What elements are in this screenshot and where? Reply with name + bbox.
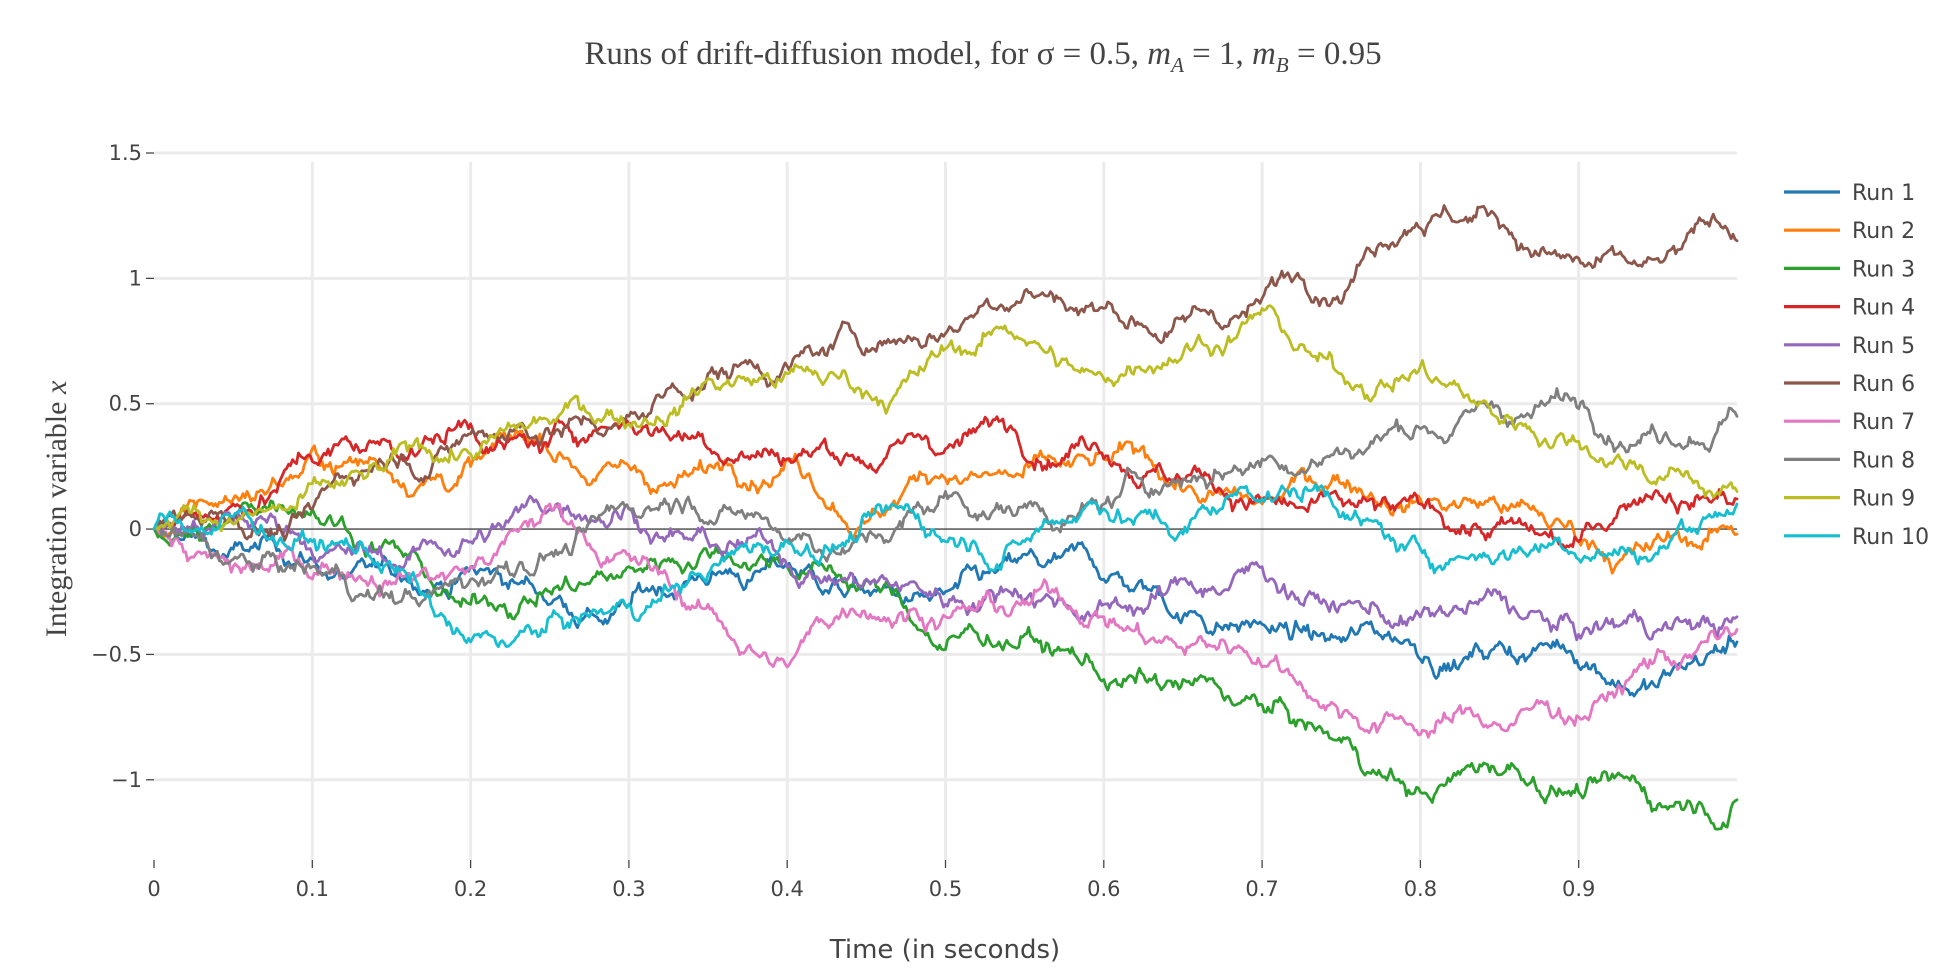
y-axis-title-var: x xyxy=(40,380,73,395)
y-axis-title-text: Integration variable xyxy=(40,394,73,637)
x-tick-label: 0.2 xyxy=(454,877,487,901)
legend-item-run-5[interactable]: Run 5 xyxy=(1784,334,1915,359)
chart-title-eq-a: = 1, xyxy=(1184,36,1252,72)
x-tick-label: 0.9 xyxy=(1562,877,1595,901)
legend-label: Run 7 xyxy=(1852,410,1915,435)
legend-label: Run 1 xyxy=(1852,181,1915,206)
legend-item-run-10[interactable]: Run 10 xyxy=(1784,525,1929,550)
series-line-run-3 xyxy=(152,499,1739,831)
x-tick-label: 0.8 xyxy=(1404,877,1437,901)
legend-item-run-9[interactable]: Run 9 xyxy=(1784,487,1915,512)
legend-label: Run 4 xyxy=(1852,296,1915,321)
chart-title-sub-a: A xyxy=(1169,53,1184,77)
legend-item-run-6[interactable]: Run 6 xyxy=(1784,372,1915,397)
chart-title-prefix: Runs of drift-diffusion model, for σ = 0… xyxy=(584,36,1147,72)
legend-item-run-4[interactable]: Run 4 xyxy=(1784,296,1915,321)
legend-item-run-3[interactable]: Run 3 xyxy=(1784,257,1915,282)
series-line-run-1 xyxy=(152,520,1739,698)
legend[interactable]: Run 1 Run 2 Run 3 Run 4 Run 5 Run 6 Run 7 Run 8… xyxy=(1784,181,1929,550)
y-tick-label: 1 xyxy=(129,266,142,290)
chart-title-sub-b: B xyxy=(1276,53,1289,77)
legend-item-run-7[interactable]: Run 7 xyxy=(1784,410,1915,435)
x-tick-label: 0.7 xyxy=(1245,877,1278,901)
grid-layer xyxy=(154,151,1737,860)
x-tick-label: 0.3 xyxy=(612,877,645,901)
legend-item-run-8[interactable]: Run 8 xyxy=(1784,448,1915,473)
chart-title-eq-b: = 0.95 xyxy=(1289,36,1382,72)
legend-label: Run 2 xyxy=(1852,219,1915,244)
x-tick-label: 0.5 xyxy=(929,877,962,901)
x-tick-label: 0.1 xyxy=(296,877,329,901)
legend-label: Run 9 xyxy=(1852,487,1915,512)
legend-label: Run 6 xyxy=(1852,372,1915,397)
tick-layer: 0 0.1 0.2 0.3 0.4 0.5 0.6 0.7 0.8 0.9 −1 −0.5 0 0.5 1 1… xyxy=(91,141,1595,901)
y-axis-title: Integration variable x xyxy=(40,380,73,637)
y-tick-label: 0 xyxy=(129,517,142,541)
y-tick-label: −1 xyxy=(111,768,142,792)
legend-item-run-1[interactable]: Run 1 xyxy=(1784,181,1915,206)
y-tick-label: 1.5 xyxy=(109,141,142,165)
series-line-run-10 xyxy=(152,482,1739,649)
series-line-run-9 xyxy=(152,304,1739,533)
x-tick-label: 0.6 xyxy=(1087,877,1120,901)
chart-title-m-b: m xyxy=(1252,36,1276,72)
chart-title-m-a: m xyxy=(1147,36,1171,72)
series-line-run-8 xyxy=(152,387,1739,608)
x-tick-label: 0.4 xyxy=(770,877,803,901)
legend-label: Run 10 xyxy=(1852,525,1929,550)
series-line-run-2 xyxy=(152,429,1739,575)
series-line-run-5 xyxy=(152,494,1739,642)
y-tick-label: 0.5 xyxy=(109,392,142,416)
legend-label: Run 5 xyxy=(1852,334,1915,359)
chart-title: Runs of drift-diffusion model, for σ = 0… xyxy=(584,36,1381,77)
series-line-run-6 xyxy=(152,204,1739,542)
legend-label: Run 3 xyxy=(1852,257,1915,282)
legend-label: Run 8 xyxy=(1852,448,1915,473)
y-tick-label: −0.5 xyxy=(91,642,142,666)
x-tick-label: 0 xyxy=(147,877,160,901)
series-layer xyxy=(152,204,1739,831)
series-line-run-7 xyxy=(152,502,1739,739)
x-axis-title: Time (in seconds) xyxy=(829,935,1060,965)
legend-item-run-2[interactable]: Run 2 xyxy=(1784,219,1915,244)
series-line-run-4 xyxy=(152,415,1739,550)
